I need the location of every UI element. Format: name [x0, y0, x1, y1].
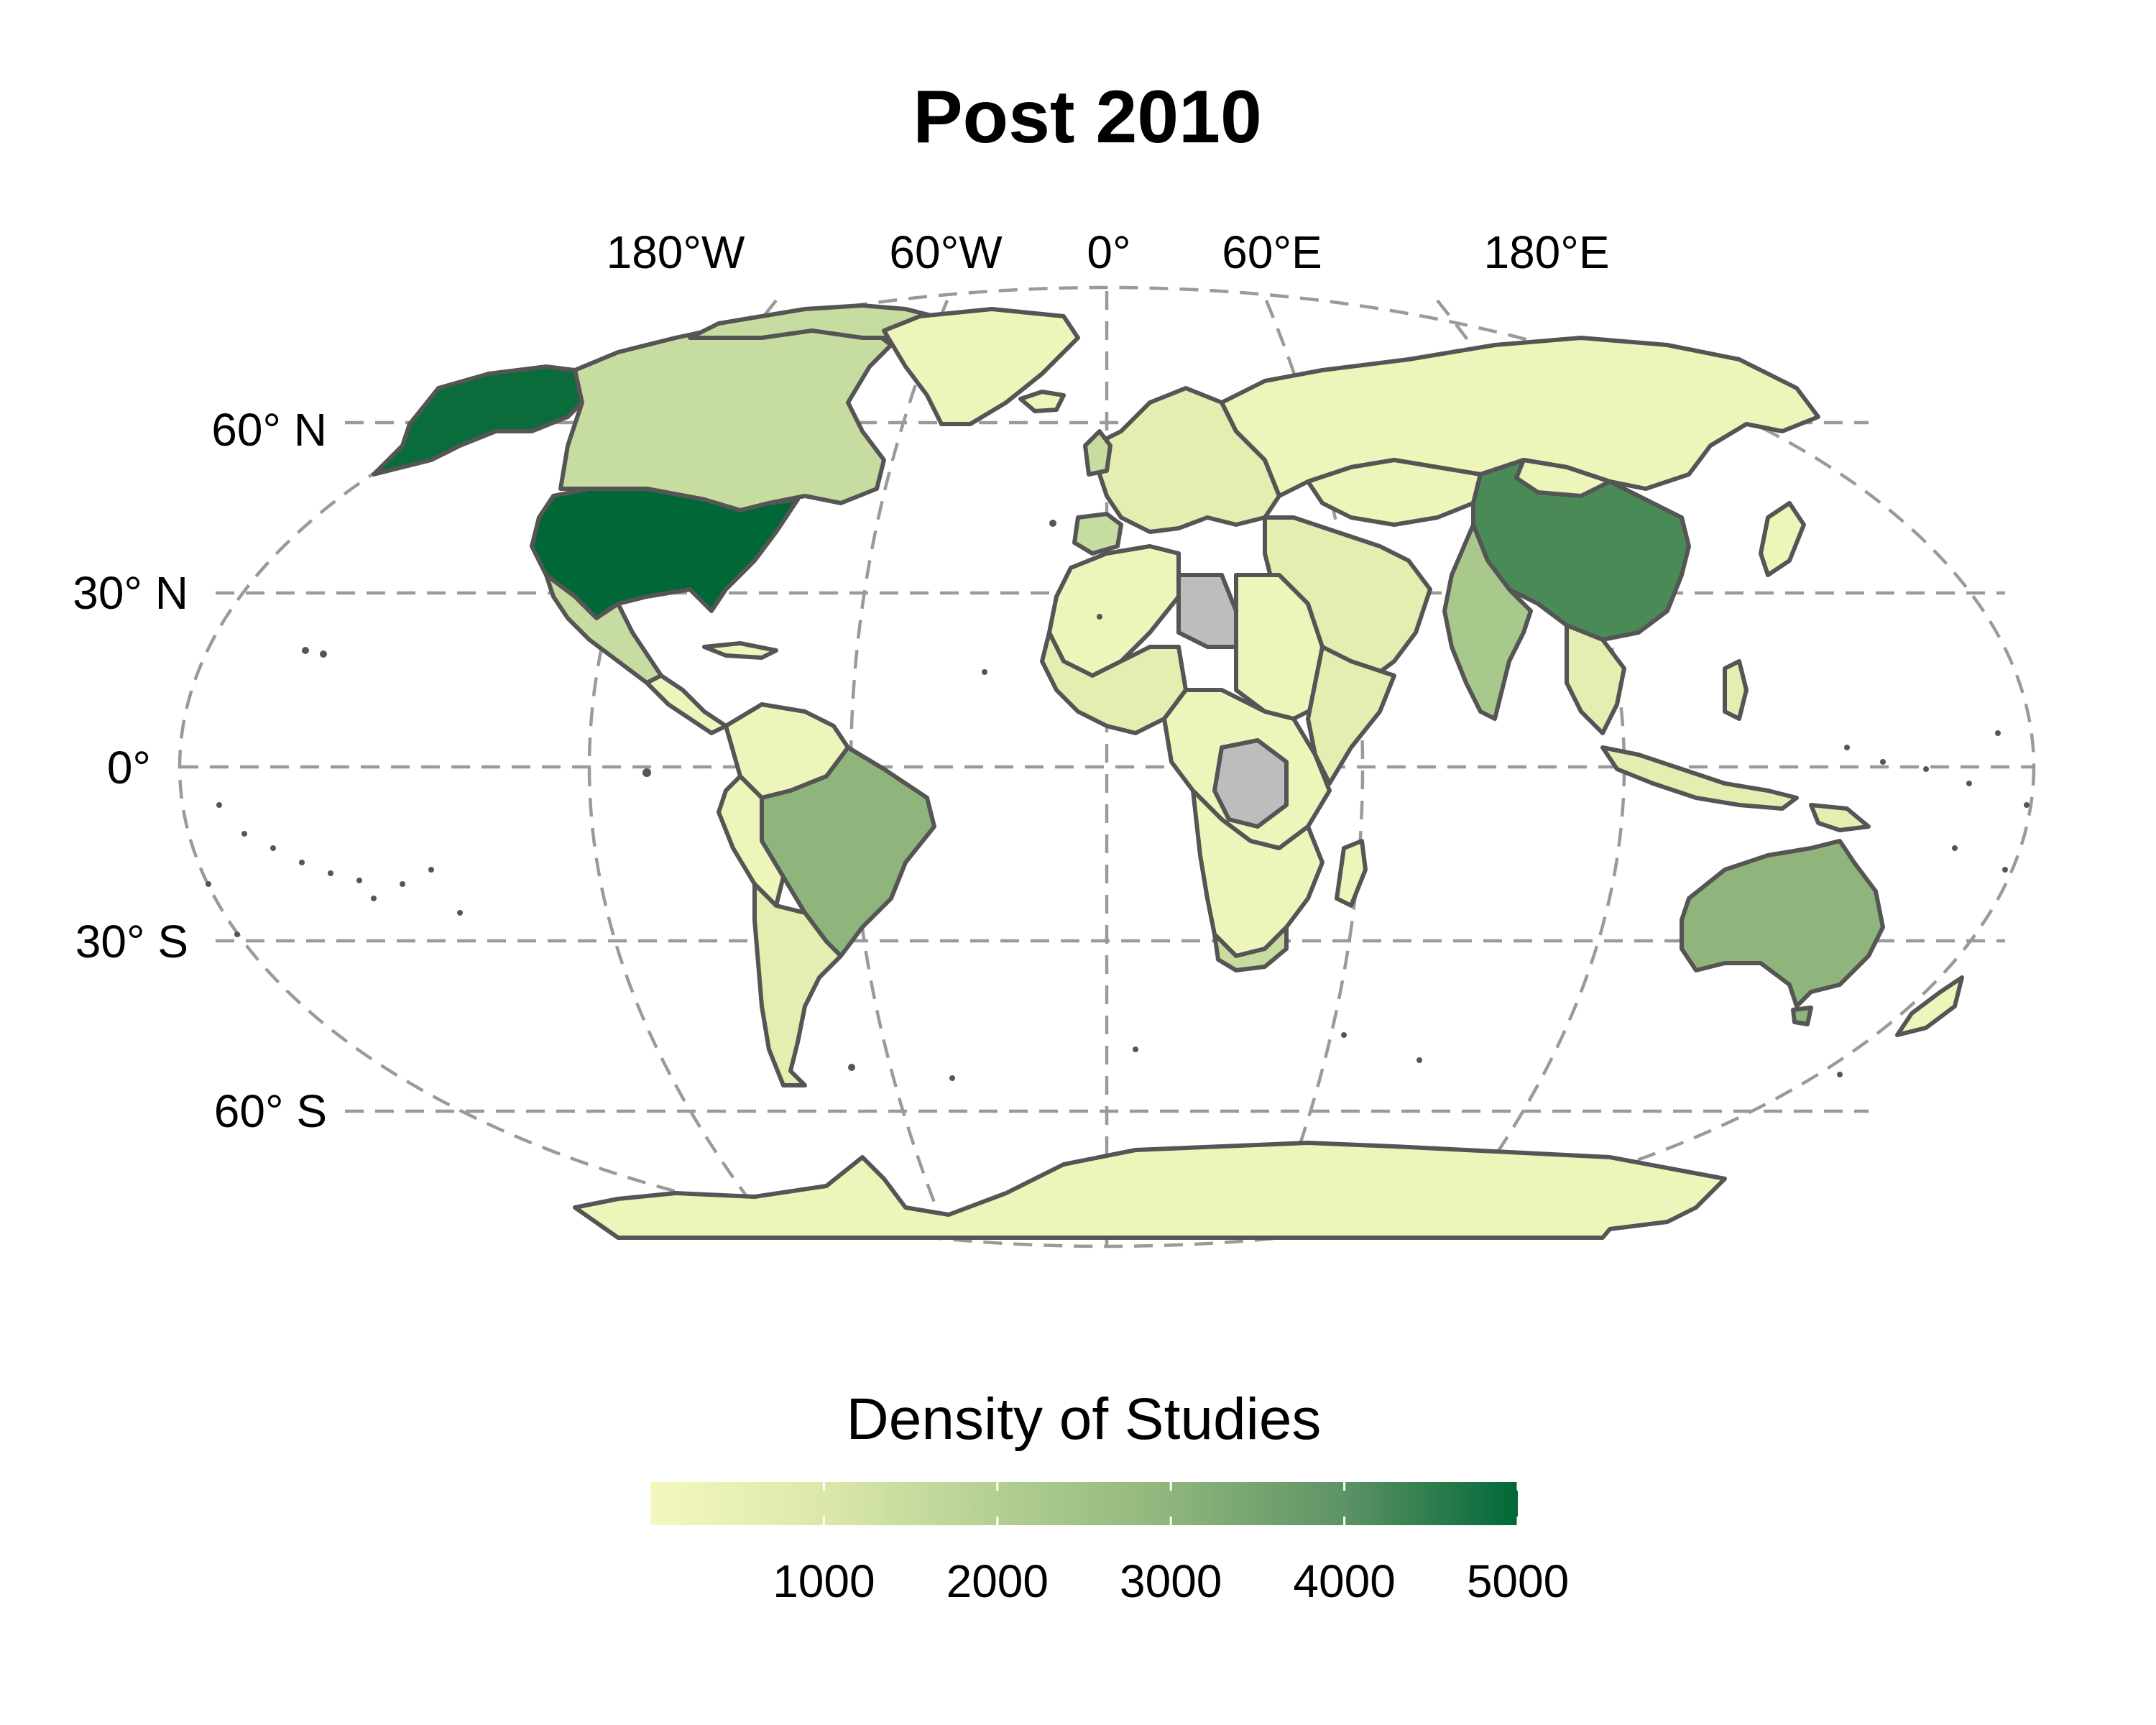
countries: [372, 303, 1964, 1240]
island: [1416, 1057, 1422, 1063]
lat-label-30s: 30° S: [75, 916, 188, 967]
island: [2002, 867, 2008, 873]
lon-label-180w: 180°W: [607, 226, 745, 278]
country-indonesia: [1600, 745, 1799, 811]
island: [216, 802, 222, 808]
legend-tick-label: 1000: [773, 1555, 875, 1607]
legend-tick-label: 3000: [1120, 1555, 1222, 1607]
island: [1966, 781, 1972, 786]
island: [1097, 614, 1102, 620]
map-title: Post 2010: [913, 75, 1262, 159]
country-papua-new-guinea: [1809, 803, 1871, 832]
island: [328, 870, 333, 876]
country-uk: [1083, 429, 1112, 477]
island: [428, 867, 434, 873]
lon-label-60e: 60°E: [1222, 226, 1322, 278]
country-iberia: [1072, 512, 1123, 556]
lon-label-60w: 60°W: [889, 226, 1003, 278]
country-horn-of-africa: [1306, 645, 1396, 786]
country-australia: [1680, 839, 1885, 1008]
island: [1952, 845, 1958, 851]
country-brazil: [760, 745, 936, 958]
lat-label-60n: 60° N: [211, 404, 327, 456]
country-argentina-chile: [752, 882, 843, 1087]
country-tasmania: [1791, 1006, 1813, 1026]
legend-tick-label: 5000: [1467, 1555, 1569, 1607]
country-antarctica: [573, 1141, 1727, 1240]
island: [371, 896, 377, 901]
island: [270, 845, 276, 851]
country-southeast-asia: [1565, 623, 1626, 735]
country-mongolia: [1514, 458, 1612, 498]
island: [982, 669, 987, 675]
country-iceland: [1018, 390, 1066, 413]
island: [2024, 802, 2030, 808]
islands: [206, 520, 2030, 1081]
island: [848, 1064, 855, 1071]
country-drc: [1212, 738, 1289, 829]
country-central-america: [645, 673, 728, 735]
island: [1837, 1072, 1843, 1077]
island: [949, 1075, 955, 1081]
legend-tick-label: 4000: [1293, 1555, 1395, 1607]
island: [1995, 730, 2001, 736]
country-india: [1442, 523, 1533, 721]
island: [241, 831, 247, 837]
country-alaska: [372, 364, 584, 477]
country-libya: [1176, 573, 1238, 649]
island: [400, 881, 405, 887]
country-japan: [1759, 501, 1806, 577]
island: [206, 881, 211, 887]
lon-label-0: 0°: [1087, 226, 1130, 278]
legend-title: Density of Studies: [847, 1386, 1322, 1452]
legend: Density of Studies 1000 2000 3000 4000 5000: [650, 1386, 1569, 1607]
island: [320, 650, 327, 658]
island: [234, 932, 240, 937]
island: [642, 768, 651, 777]
lon-label-180e: 180°E: [1483, 226, 1609, 278]
country-arctic-islands: [688, 303, 936, 340]
legend-colorbar: [650, 1482, 1518, 1525]
country-caribbean: [702, 641, 778, 660]
country-madagascar: [1335, 839, 1368, 908]
island: [1923, 766, 1929, 772]
island: [1133, 1046, 1138, 1052]
island: [1341, 1032, 1347, 1038]
lat-label-60s: 60° S: [214, 1085, 327, 1137]
island: [1844, 745, 1850, 750]
island: [457, 910, 463, 916]
longitude-labels: 180°W 60°W 0° 60°E 180°E: [607, 226, 1610, 278]
country-southern-africa: [1191, 788, 1325, 958]
legend-tick-label: 2000: [946, 1555, 1049, 1607]
island: [1049, 520, 1056, 527]
latitude-labels: 60° N 30° N 0° 30° S 60° S: [73, 404, 327, 1137]
country-philippines: [1723, 659, 1749, 721]
country-north-africa-west: [1047, 544, 1181, 678]
country-greenland: [882, 307, 1080, 426]
country-new-zealand: [1895, 975, 1964, 1037]
country-south-africa: [1212, 925, 1289, 972]
legend-ticks: 1000 2000 3000 4000 5000: [773, 1482, 1569, 1607]
lat-label-0: 0°: [107, 742, 151, 794]
island: [302, 647, 309, 654]
country-canada: [558, 314, 893, 512]
island: [356, 878, 362, 883]
island: [1880, 759, 1886, 765]
lat-label-30n: 30° N: [73, 567, 188, 619]
island: [299, 860, 305, 865]
